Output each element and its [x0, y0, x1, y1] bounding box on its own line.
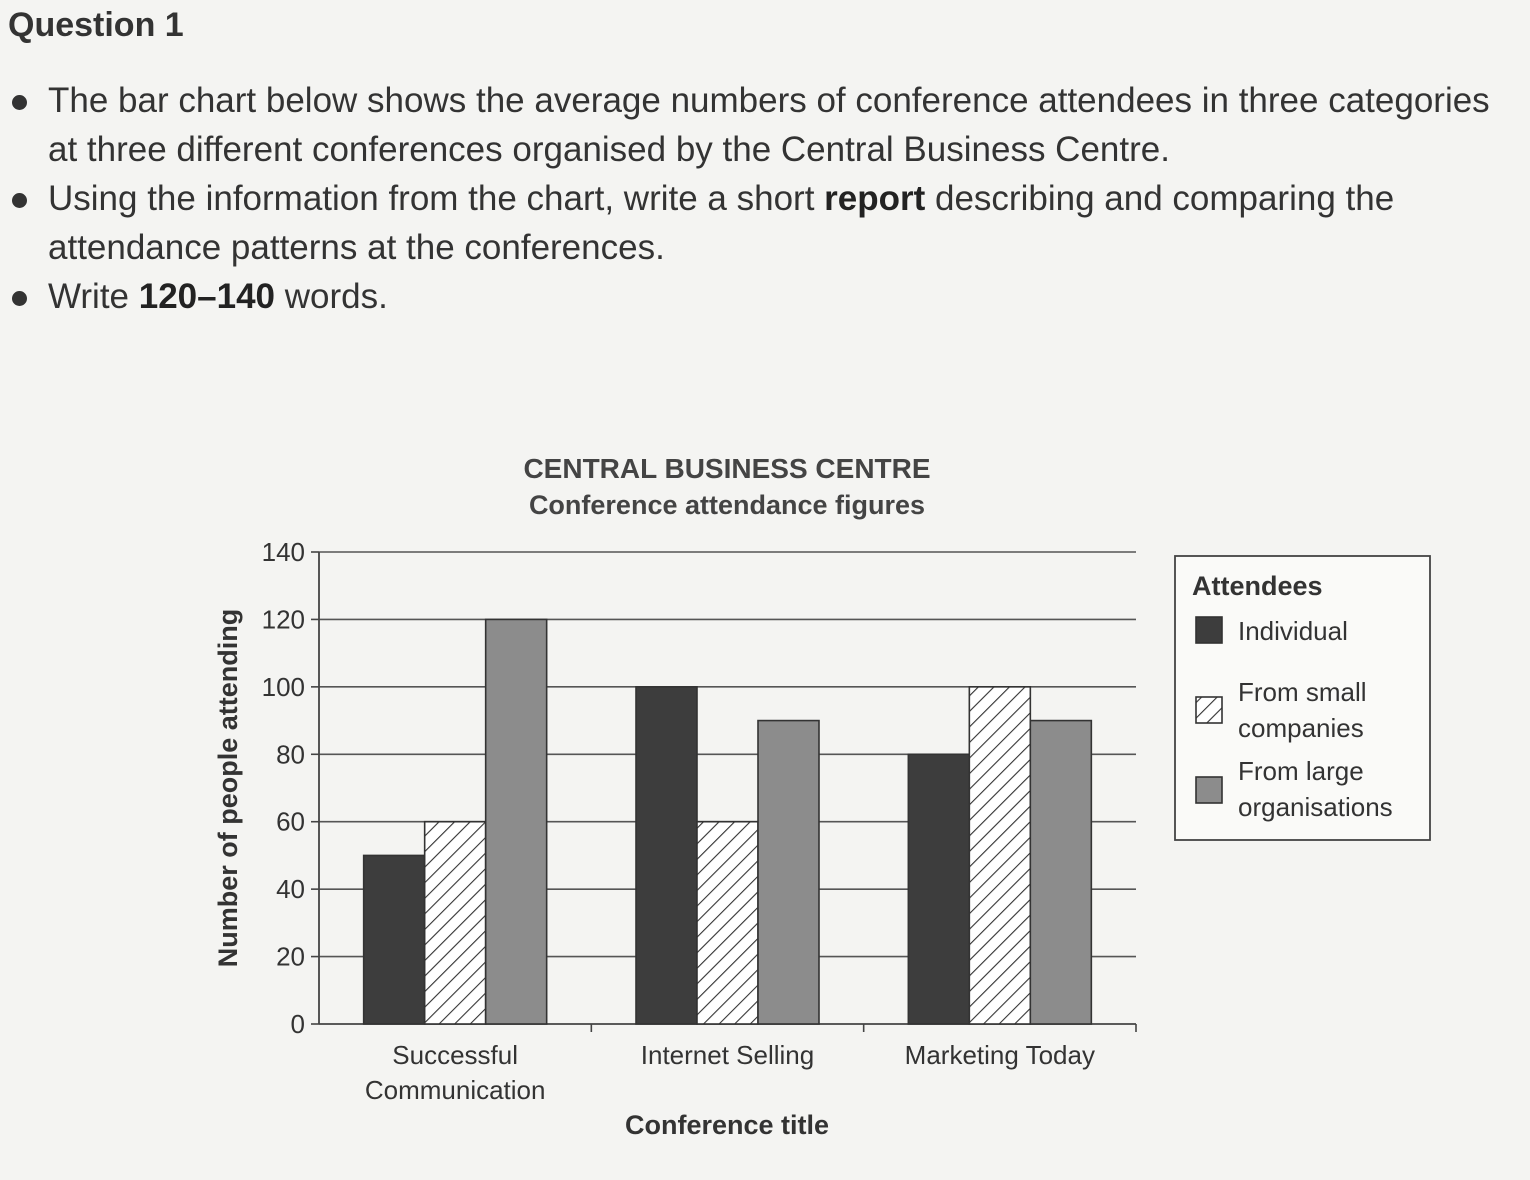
question-heading: Question 1	[8, 6, 184, 44]
y-tick-label: 120	[262, 604, 305, 634]
y-tick-label: 100	[262, 672, 305, 702]
x-tick-label: Successful	[392, 1040, 518, 1070]
legend-label: companies	[1238, 713, 1364, 743]
y-tick-label: 0	[291, 1009, 305, 1039]
legend-label: Individual	[1238, 616, 1348, 646]
instruction-list: The bar chart below shows the average nu…	[10, 76, 1510, 321]
instruction-bullet: The bar chart below shows the average nu…	[10, 76, 1510, 174]
bar	[1029, 719, 1093, 1025]
legend-label: organisations	[1238, 792, 1393, 822]
y-tick-label: 140	[262, 537, 305, 567]
legend-label: From large	[1238, 756, 1364, 786]
x-tick-label: Marketing Today	[905, 1040, 1095, 1070]
legend-swatch	[1195, 616, 1223, 644]
instruction-bullet: Write 120–140 words.	[10, 272, 1510, 321]
x-tick-label: Internet Selling	[641, 1040, 814, 1070]
bar	[635, 686, 698, 1025]
bar	[696, 820, 759, 1025]
y-tick-label: 60	[276, 807, 305, 837]
legend-label: From small	[1238, 677, 1367, 707]
instruction-text: The bar chart below shows the average nu…	[48, 81, 1490, 169]
y-tick-label: 80	[276, 739, 305, 769]
bar	[757, 719, 820, 1025]
bar	[362, 854, 426, 1025]
bar	[907, 753, 971, 1025]
x-tick-label: Communication	[365, 1075, 546, 1105]
bold-text: report	[824, 179, 926, 218]
instruction-text: describing and comparing the attendance …	[48, 179, 1395, 267]
bold-text: 120–140	[138, 277, 276, 316]
instruction-text: words.	[275, 277, 388, 316]
legend-swatch	[1195, 776, 1223, 804]
y-tick-label: 20	[276, 942, 305, 972]
instruction-bullet: Using the information from the chart, wr…	[10, 174, 1510, 272]
legend-title: Attendees	[1192, 571, 1323, 601]
bar	[484, 618, 548, 1025]
bar	[423, 820, 487, 1025]
instruction-text: Using the information from the chart, wr…	[48, 179, 825, 218]
y-axis-label: Number of people attending	[213, 609, 243, 968]
y-tick-label: 40	[276, 874, 305, 904]
instruction-text: Write	[48, 277, 139, 316]
chart-title: CENTRAL BUSINESS CENTRE	[523, 453, 930, 484]
chart-subtitle: Conference attendance figures	[529, 490, 925, 520]
x-axis-label: Conference title	[625, 1110, 829, 1140]
bar	[968, 686, 1032, 1025]
legend-swatch	[1195, 696, 1223, 724]
